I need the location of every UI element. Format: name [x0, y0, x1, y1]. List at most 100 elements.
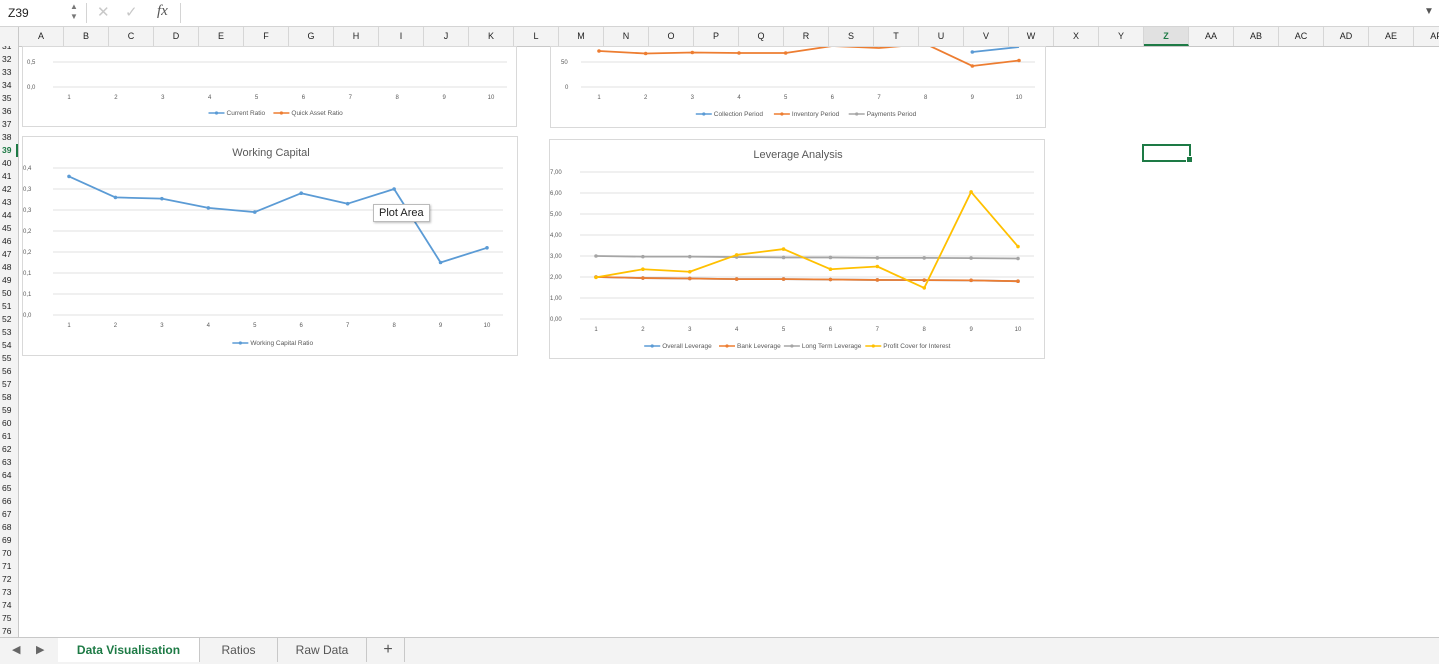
x-tick-label: 5 — [784, 95, 788, 101]
column-header-ab[interactable]: AB — [1234, 27, 1279, 46]
column-header-j[interactable]: J — [424, 27, 469, 46]
row-header-49[interactable]: 49 — [2, 275, 12, 285]
column-header-y[interactable]: Y — [1099, 27, 1144, 46]
cancel-icon[interactable]: ✕ — [97, 4, 110, 21]
row-header-34[interactable]: 34 — [2, 80, 12, 90]
row-header-69[interactable]: 69 — [2, 535, 12, 545]
chart-leverage-analysis[interactable]: Leverage Analysis 0,00 1,00 2,00 3,00 4,00 5,0… — [549, 139, 1045, 359]
row-header-33[interactable]: 33 — [2, 67, 12, 77]
row-header-59[interactable]: 59 — [2, 405, 12, 415]
row-header-32[interactable]: 32 — [2, 54, 12, 64]
column-header-n[interactable]: N — [604, 27, 649, 46]
column-header-f[interactable]: F — [244, 27, 289, 46]
selected-cell[interactable] — [1142, 144, 1191, 162]
row-header-75[interactable]: 75 — [2, 613, 12, 623]
row-header-57[interactable]: 57 — [2, 379, 12, 389]
fill-handle[interactable] — [1186, 156, 1193, 163]
column-header-q[interactable]: Q — [739, 27, 784, 46]
select-all-corner[interactable] — [0, 27, 19, 46]
column-header-b[interactable]: B — [64, 27, 109, 46]
column-header-ae[interactable]: AE — [1369, 27, 1414, 46]
column-header-e[interactable]: E — [199, 27, 244, 46]
legend-label-current-ratio: Current Ratio — [227, 110, 266, 117]
row-header-50[interactable]: 50 — [2, 288, 12, 298]
next-sheet-icon[interactable]: ▶ — [36, 644, 45, 656]
row-header-54[interactable]: 54 — [2, 340, 12, 350]
column-header-k[interactable]: K — [469, 27, 514, 46]
chart-liquidity[interactable]: 0,5 0,0 1 2 3 4 5 6 7 8 9 10 Current Ratio Quick Asse… — [22, 46, 517, 127]
row-header-53[interactable]: 53 — [2, 327, 12, 337]
column-header-i[interactable]: I — [379, 27, 424, 46]
row-header-43[interactable]: 43 — [2, 197, 12, 207]
row-header-76[interactable]: 76 — [2, 626, 12, 636]
row-header-70[interactable]: 70 — [2, 548, 12, 558]
add-sheet-button[interactable]: + — [372, 638, 405, 662]
row-header-60[interactable]: 60 — [2, 418, 12, 428]
row-header-38[interactable]: 38 — [2, 132, 12, 142]
row-header-66[interactable]: 66 — [2, 496, 12, 506]
formula-input[interactable] — [186, 4, 1410, 24]
column-header-af[interactable]: AF — [1414, 27, 1439, 46]
row-header-74[interactable]: 74 — [2, 600, 12, 610]
row-header-55[interactable]: 55 — [2, 353, 12, 363]
insert-function-icon[interactable]: fx — [157, 3, 168, 19]
row-header-46[interactable]: 46 — [2, 236, 12, 246]
chart-working-capital[interactable]: Working Capital 0,0 0,1 0,1 0,2 0,2 0,3 0,3 0,4 1… — [22, 136, 518, 356]
column-header-m[interactable]: M — [559, 27, 604, 46]
name-box-stepper-icon[interactable]: ▲ ▼ — [70, 2, 78, 21]
column-header-aa[interactable]: AA — [1189, 27, 1234, 46]
row-header-64[interactable]: 64 — [2, 470, 12, 480]
column-header-x[interactable]: X — [1054, 27, 1099, 46]
column-header-v[interactable]: V — [964, 27, 1009, 46]
row-header-44[interactable]: 44 — [2, 210, 12, 220]
column-header-o[interactable]: O — [649, 27, 694, 46]
row-header-51[interactable]: 51 — [2, 301, 12, 311]
previous-sheet-icon[interactable]: ◀ — [12, 644, 21, 656]
name-box[interactable]: Z39 — [8, 6, 29, 20]
expand-formula-bar-icon[interactable]: ▼ — [1424, 6, 1434, 17]
row-header-62[interactable]: 62 — [2, 444, 12, 454]
row-header-71[interactable]: 71 — [2, 561, 12, 571]
row-header-47[interactable]: 47 — [2, 249, 12, 259]
column-header-ad[interactable]: AD — [1324, 27, 1369, 46]
row-header-58[interactable]: 58 — [2, 392, 12, 402]
column-header-s[interactable]: S — [829, 27, 874, 46]
row-header-39[interactable]: 39 — [0, 144, 18, 157]
row-header-61[interactable]: 61 — [2, 431, 12, 441]
row-header-37[interactable]: 37 — [2, 119, 12, 129]
row-header-41[interactable]: 41 — [2, 171, 12, 181]
row-header-68[interactable]: 68 — [2, 522, 12, 532]
column-header-z[interactable]: Z — [1144, 27, 1189, 46]
column-header-ac[interactable]: AC — [1279, 27, 1324, 46]
row-header-40[interactable]: 40 — [2, 158, 12, 168]
tab-raw-data[interactable]: Raw Data — [278, 638, 367, 662]
row-header-63[interactable]: 63 — [2, 457, 12, 467]
row-header-67[interactable]: 67 — [2, 509, 12, 519]
row-header-35[interactable]: 35 — [2, 93, 12, 103]
row-header-72[interactable]: 72 — [2, 574, 12, 584]
row-header-73[interactable]: 73 — [2, 587, 12, 597]
tab-data-visualisation[interactable]: Data Visualisation — [58, 638, 200, 662]
row-header-52[interactable]: 52 — [2, 314, 12, 324]
column-header-c[interactable]: C — [109, 27, 154, 46]
column-header-u[interactable]: U — [919, 27, 964, 46]
row-header-48[interactable]: 48 — [2, 262, 12, 272]
row-header-45[interactable]: 45 — [2, 223, 12, 233]
column-header-w[interactable]: W — [1009, 27, 1054, 46]
column-header-t[interactable]: T — [874, 27, 919, 46]
row-header-56[interactable]: 56 — [2, 366, 12, 376]
row-header-65[interactable]: 65 — [2, 483, 12, 493]
row-header-31[interactable]: 31 — [2, 46, 12, 51]
tab-ratios[interactable]: Ratios — [200, 638, 278, 662]
column-header-h[interactable]: H — [334, 27, 379, 46]
row-header-42[interactable]: 42 — [2, 184, 12, 194]
enter-icon[interactable]: ✓ — [125, 4, 138, 21]
column-header-d[interactable]: D — [154, 27, 199, 46]
chart-periods[interactable]: 50 0 1 2 3 4 5 6 7 8 9 10 Collection Period Inventory… — [550, 46, 1046, 128]
column-header-p[interactable]: P — [694, 27, 739, 46]
column-header-l[interactable]: L — [514, 27, 559, 46]
column-header-a[interactable]: A — [19, 27, 64, 46]
column-header-g[interactable]: G — [289, 27, 334, 46]
row-header-36[interactable]: 36 — [2, 106, 12, 116]
column-header-r[interactable]: R — [784, 27, 829, 46]
